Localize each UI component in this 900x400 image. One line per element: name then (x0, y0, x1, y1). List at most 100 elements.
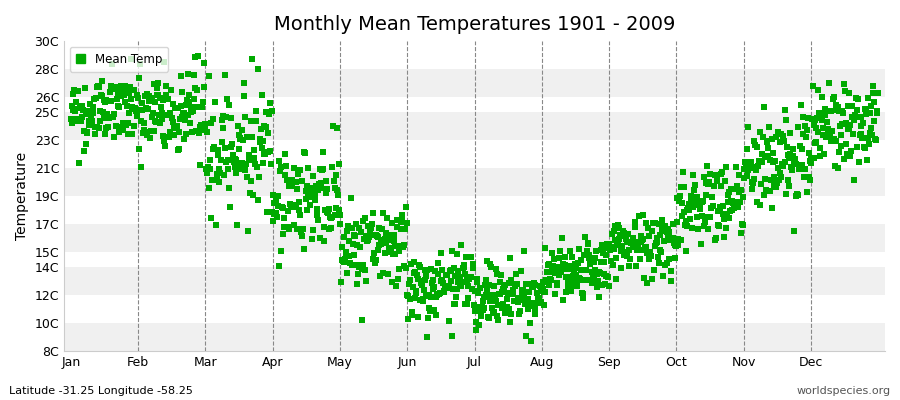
Point (422, 305, 436, 311)
Point (536, 288, 551, 295)
Point (854, 113, 868, 120)
Point (544, 269, 558, 276)
Point (762, 188, 777, 194)
Point (117, 83, 131, 89)
Point (752, 158, 766, 164)
Point (284, 176, 299, 183)
Point (693, 206, 707, 212)
Point (435, 267, 449, 273)
Point (83, 110, 97, 116)
Point (277, 223, 292, 230)
Point (395, 212, 410, 218)
Point (652, 247, 667, 254)
Point (125, 131, 140, 138)
Point (856, 120, 870, 126)
Point (134, 118, 148, 125)
Point (530, 298, 544, 304)
Point (517, 248, 531, 254)
Point (713, 205, 727, 212)
Point (595, 282, 609, 288)
Point (824, 128, 839, 134)
Point (754, 181, 769, 188)
Point (404, 261, 419, 268)
Point (141, 93, 156, 99)
Point (205, 146, 220, 152)
Point (526, 280, 541, 286)
Point (515, 289, 529, 296)
Point (768, 174, 782, 180)
Point (736, 166, 751, 172)
Bar (64, 140, 885, 168)
Point (398, 226, 412, 232)
Point (778, 106, 792, 113)
Point (527, 310, 542, 317)
Point (281, 224, 295, 230)
Point (803, 158, 817, 164)
Point (147, 81, 161, 87)
Point (476, 307, 491, 314)
Point (554, 248, 568, 254)
Point (323, 225, 338, 231)
Point (680, 223, 695, 230)
Bar (64, 266, 885, 295)
Point (843, 122, 858, 128)
Point (388, 251, 402, 258)
Point (869, 108, 884, 114)
Point (537, 245, 552, 251)
Point (282, 226, 296, 232)
Point (587, 275, 601, 281)
Point (399, 265, 413, 271)
Point (159, 92, 174, 98)
Point (427, 307, 441, 313)
Point (536, 279, 550, 286)
Point (203, 166, 218, 172)
Point (784, 164, 798, 170)
Point (535, 288, 549, 294)
Point (76, 148, 91, 154)
Point (148, 118, 163, 125)
Point (680, 207, 694, 213)
Point (688, 197, 702, 203)
Point (193, 123, 207, 130)
Point (737, 175, 751, 182)
Point (263, 100, 277, 106)
Point (654, 227, 669, 234)
Point (256, 160, 271, 166)
Point (173, 116, 187, 122)
Point (278, 151, 293, 157)
Point (616, 230, 631, 236)
Point (197, 84, 211, 90)
Point (369, 232, 383, 238)
Point (294, 233, 309, 239)
Text: worldspecies.org: worldspecies.org (796, 386, 891, 396)
Point (304, 184, 319, 191)
Point (203, 214, 218, 221)
Point (631, 247, 645, 254)
Point (513, 308, 527, 314)
Point (431, 291, 446, 297)
Point (283, 176, 297, 183)
Point (260, 129, 274, 136)
Point (358, 267, 373, 274)
Point (362, 234, 376, 240)
Bar (64, 98, 885, 112)
Bar (64, 224, 885, 252)
Point (849, 113, 863, 119)
Point (356, 218, 371, 224)
Point (460, 277, 474, 283)
Point (248, 160, 262, 167)
Point (363, 228, 377, 234)
Point (194, 121, 208, 128)
Point (114, 93, 129, 100)
Point (489, 266, 503, 272)
Point (245, 56, 259, 62)
Point (627, 244, 642, 250)
Point (630, 247, 644, 254)
Point (183, 120, 197, 126)
Point (667, 240, 681, 246)
Point (838, 88, 852, 95)
Point (427, 284, 441, 290)
Point (742, 160, 756, 167)
Point (678, 208, 692, 215)
Point (559, 288, 573, 295)
